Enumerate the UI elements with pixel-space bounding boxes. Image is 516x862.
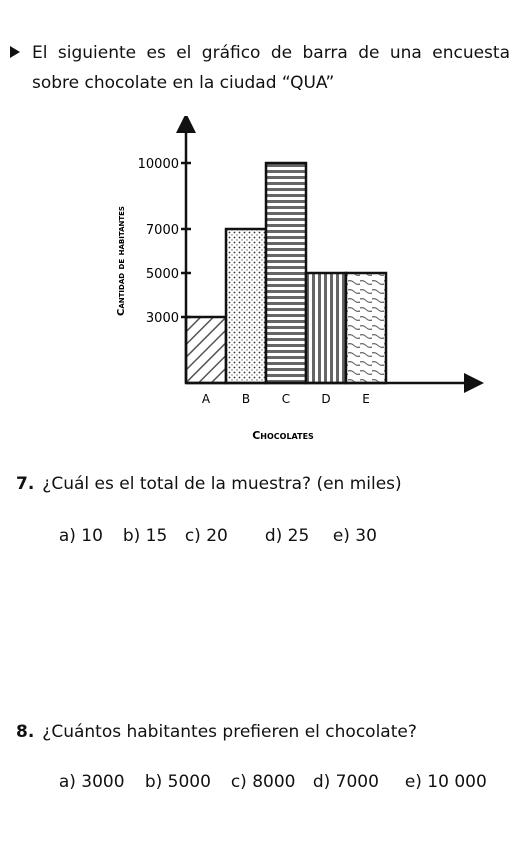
question-8-number: 8. bbox=[16, 722, 35, 742]
y-tick-label-10000: 10000 bbox=[138, 157, 179, 172]
x-tick-label-a: A bbox=[202, 392, 211, 406]
x-axis-label: Chocolates bbox=[252, 429, 314, 442]
bar-c bbox=[264, 161, 308, 385]
intro-paragraph: El siguiente es el gráfico de barra de u… bbox=[10, 38, 510, 98]
q7-option-a[interactable]: a) 10 bbox=[58, 526, 103, 546]
q7-option-b[interactable]: b) 15 bbox=[122, 526, 168, 546]
question-7-options: a) 10 b) 15 c) 20 d) 25 e) 30 bbox=[48, 506, 377, 546]
q7-option-e[interactable]: e) 30 bbox=[332, 526, 377, 546]
question-7-text: ¿Cuál es el total de la muestra? (en mil… bbox=[42, 474, 402, 494]
q8-option-b[interactable]: b) 5000 bbox=[144, 772, 211, 792]
q7-option-c[interactable]: c) 20 bbox=[184, 526, 228, 546]
x-tick-label-c: C bbox=[282, 392, 290, 406]
bullet-arrow-icon bbox=[10, 46, 20, 58]
y-tick-label-7000: 7000 bbox=[146, 223, 179, 238]
y-axis-label: Cantidad de habitantes bbox=[116, 206, 127, 316]
q8-option-e[interactable]: e) 10 000 bbox=[404, 772, 487, 792]
q8-option-a[interactable]: a) 3000 bbox=[58, 772, 125, 792]
question-7: 7. ¿Cuál es el total de la muestra? (en m… bbox=[16, 474, 402, 494]
q8-option-d[interactable]: d) 7000 bbox=[312, 772, 379, 792]
x-tick-label-e: E bbox=[362, 392, 370, 406]
question-8: 8. ¿Cuántos habitantes prefieren el choco… bbox=[16, 722, 417, 742]
question-8-text: ¿Cuántos habitantes prefieren el chocola… bbox=[42, 722, 417, 742]
y-tick-label-3000: 3000 bbox=[146, 311, 179, 326]
x-tick-label-b: B bbox=[242, 392, 250, 406]
bar-e bbox=[344, 271, 388, 385]
bar-a bbox=[184, 315, 228, 385]
intro-text: El siguiente es el gráfico de barra de u… bbox=[32, 43, 510, 93]
bar-chart: 3000 5000 7000 10000 A B C D E Cantidad de habi… bbox=[116, 116, 484, 442]
question-7-number: 7. bbox=[16, 474, 35, 494]
bar-d bbox=[304, 271, 348, 385]
bar-b bbox=[224, 227, 268, 385]
question-8-options: a) 3000 b) 5000 c) 8000 d) 7000 e) 10 000 bbox=[48, 752, 487, 792]
x-tick-label-d: D bbox=[321, 392, 330, 406]
q7-option-d[interactable]: d) 25 bbox=[264, 526, 310, 546]
y-tick-label-5000: 5000 bbox=[146, 267, 179, 282]
q8-option-c[interactable]: c) 8000 bbox=[230, 772, 296, 792]
